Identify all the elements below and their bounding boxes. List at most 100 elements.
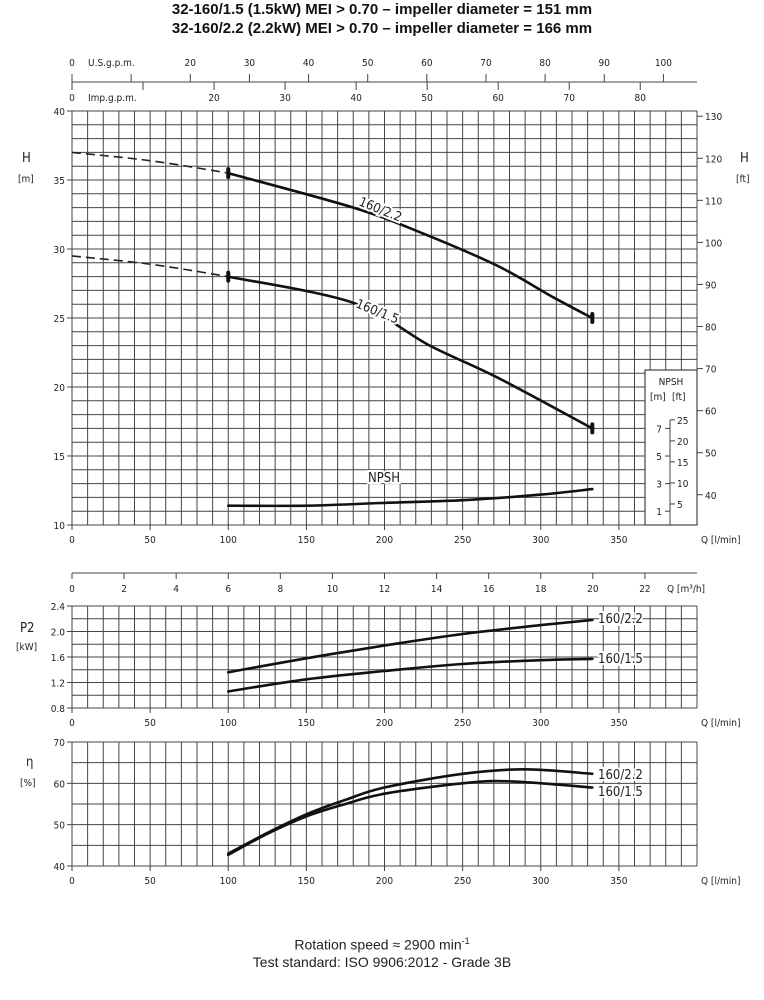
npsh-ft-tick-label: 15 bbox=[677, 458, 688, 469]
test-standard: Test standard: ISO 9906:2012 - Grade 3B bbox=[252, 954, 512, 970]
x-tick-label: 0 bbox=[69, 876, 75, 887]
imp-gpm-tick-label: 20 bbox=[208, 93, 220, 104]
x-axis-label: Q [l/min] bbox=[701, 876, 740, 887]
us-gpm-tick-label: 30 bbox=[244, 58, 256, 69]
m3h-tick-label: 6 bbox=[225, 584, 231, 595]
x-tick-label: 100 bbox=[220, 535, 237, 546]
y-tick-label: 35 bbox=[54, 176, 65, 187]
title-line-1: 32-160/1.5 (1.5kW) MEI > 0.70 – impeller… bbox=[171, 1, 593, 18]
y-tick-label: 60 bbox=[54, 779, 66, 790]
npsh-m-tick-label: 3 bbox=[656, 480, 662, 491]
y-axis-unit: [kW] bbox=[16, 642, 37, 653]
x-tick-label: 50 bbox=[144, 876, 156, 887]
y-tick-label: 1.2 bbox=[51, 679, 65, 690]
npsh-m-tick-label: 5 bbox=[656, 452, 662, 463]
us-gpm-tick-label: 40 bbox=[303, 58, 315, 69]
imp-gpm-label: Imp.g.p.m. bbox=[88, 93, 137, 104]
imp-gpm-tick-label: 70 bbox=[563, 93, 575, 104]
y-axis-label: H bbox=[22, 151, 31, 166]
m3h-tick-label: 2 bbox=[121, 584, 127, 595]
m3h-tick-label: 20 bbox=[587, 584, 599, 595]
title-line-2: 32-160/2.2 (2.2kW) MEI > 0.70 – impeller… bbox=[171, 20, 593, 37]
m3h-tick-label: 8 bbox=[277, 584, 283, 595]
m3h-tick-label: 10 bbox=[327, 584, 339, 595]
ft-tick-label: 40 bbox=[705, 491, 717, 502]
imp-gpm-tick-label: 0 bbox=[69, 93, 75, 104]
ft-tick-label: 80 bbox=[705, 323, 717, 334]
ft-tick-label: 90 bbox=[705, 280, 717, 291]
m3h-axis-label: Q [m³/h] bbox=[667, 584, 705, 595]
x-tick-label: 150 bbox=[298, 718, 315, 729]
y-tick-label: 2.4 bbox=[51, 602, 66, 613]
y-axis-label: η bbox=[26, 755, 33, 770]
y-tick-label: 25 bbox=[54, 314, 65, 325]
x-axis-label: Q [l/min] bbox=[701, 718, 740, 729]
head-curve-extrapolated-160-1.5 bbox=[71, 255, 229, 278]
y-tick-label: 0.8 bbox=[51, 704, 66, 715]
y-tick-label: 1.6 bbox=[51, 653, 66, 664]
x-tick-label: 250 bbox=[454, 876, 471, 887]
npsh-curve bbox=[226, 487, 594, 508]
imp-gpm-tick-label: 60 bbox=[492, 93, 504, 104]
ft-tick-label: 100 bbox=[705, 238, 722, 249]
x-tick-label: 250 bbox=[454, 718, 471, 729]
us-gpm-tick-label: 80 bbox=[539, 58, 551, 69]
y-axis-unit: [%] bbox=[20, 778, 36, 789]
x-tick-label: 250 bbox=[454, 535, 471, 546]
power-curve-label-160-1.5: 160/1.5 bbox=[598, 652, 643, 667]
x-tick-label: 0 bbox=[69, 718, 75, 729]
y-tick-label: 70 bbox=[54, 738, 66, 749]
x-tick-label: 350 bbox=[610, 718, 627, 729]
operating-limit-marker bbox=[226, 167, 231, 180]
curve-label-npsh: NPSH bbox=[368, 471, 400, 486]
npsh-inset-title: NPSH bbox=[659, 377, 684, 388]
ft-tick-label: 60 bbox=[705, 407, 717, 418]
x-tick-label: 200 bbox=[376, 876, 393, 887]
npsh-m-tick-label: 7 bbox=[656, 424, 662, 435]
m3h-tick-label: 16 bbox=[483, 584, 495, 595]
us-gpm-tick-label: 50 bbox=[362, 58, 374, 69]
m3h-tick-label: 18 bbox=[535, 584, 547, 595]
m3h-tick-label: 4 bbox=[173, 584, 179, 595]
ft-tick-label: 130 bbox=[705, 112, 722, 123]
us-gpm-tick-label: 60 bbox=[421, 58, 433, 69]
x-tick-label: 200 bbox=[376, 535, 393, 546]
power-curve-160-2.2 bbox=[226, 618, 594, 674]
y-tick-label: 40 bbox=[54, 862, 66, 873]
x-tick-label: 0 bbox=[69, 535, 75, 546]
us-gpm-tick-label: 70 bbox=[480, 58, 492, 69]
x-tick-label: 300 bbox=[532, 535, 549, 546]
ft-tick-label: 110 bbox=[705, 196, 722, 207]
us-gpm-label: U.S.g.p.m. bbox=[88, 58, 135, 69]
x-tick-label: 50 bbox=[144, 535, 156, 546]
npsh-ft-tick-label: 10 bbox=[677, 479, 689, 490]
npsh-ft-tick-label: 20 bbox=[677, 437, 689, 448]
y-right-axis-unit: [ft] bbox=[736, 174, 750, 185]
efficiency-curve-label-160-1.5: 160/1.5 bbox=[598, 785, 643, 800]
head-curve-160-2.2 bbox=[226, 171, 594, 320]
power-curve-label-160-2.2: 160/2.2 bbox=[598, 612, 643, 627]
x-tick-label: 100 bbox=[220, 876, 237, 887]
us-gpm-tick-label: 0 bbox=[69, 58, 75, 69]
npsh-ft-tick-label: 5 bbox=[677, 500, 683, 511]
ft-tick-label: 70 bbox=[705, 365, 717, 376]
rotation-speed: Rotation speed ≈ 2900 min-1 bbox=[0, 936, 764, 953]
imp-gpm-tick-label: 30 bbox=[279, 93, 291, 104]
m3h-tick-label: 14 bbox=[431, 584, 443, 595]
npsh-m-tick-label: 1 bbox=[656, 507, 662, 518]
y-tick-label: 30 bbox=[54, 245, 66, 256]
y-tick-label: 40 bbox=[54, 107, 66, 118]
power-curve-160-1.5 bbox=[226, 657, 594, 693]
y-axis-unit: [m] bbox=[18, 174, 34, 185]
x-axis-label: Q [l/min] bbox=[701, 535, 740, 546]
npsh-inset-unit-m: [m] bbox=[650, 392, 666, 403]
m3h-tick-label: 0 bbox=[69, 584, 75, 595]
x-tick-label: 100 bbox=[220, 718, 237, 729]
npsh-inset-unit-ft: [ft] bbox=[672, 392, 686, 403]
us-gpm-tick-label: 100 bbox=[655, 58, 672, 69]
y-tick-label: 20 bbox=[54, 383, 66, 394]
efficiency-curve-label-160-2.2: 160/2.2 bbox=[598, 768, 643, 783]
curve-label-160-1.5: 160/1.5 bbox=[354, 297, 401, 328]
operating-limit-marker bbox=[226, 270, 231, 283]
